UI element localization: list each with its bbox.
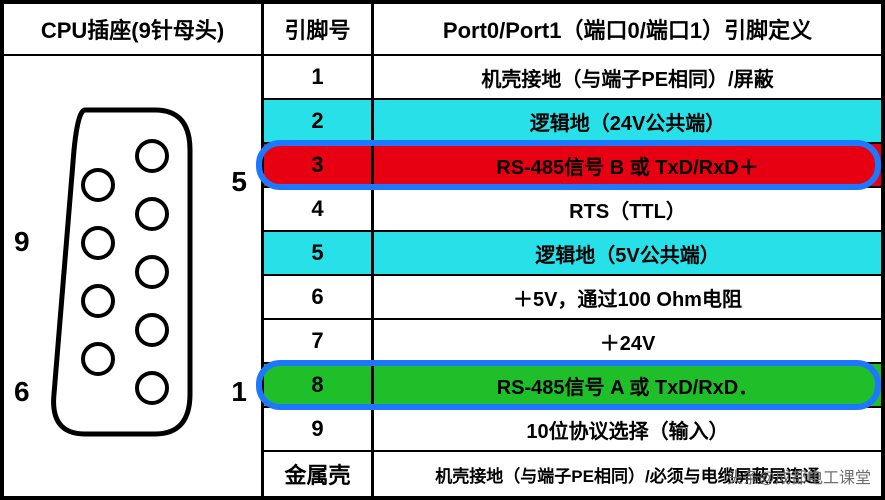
pin-cell: 7	[264, 320, 374, 364]
def-label: 10位协议选择（输入）	[526, 415, 728, 444]
header-def: Port0/Port1（端口0/端口1）引脚定义	[374, 4, 881, 56]
def-cell: ＋5V，通过100 Ohm电阻	[374, 276, 881, 320]
pin-label: 3	[311, 152, 323, 178]
grid: CPU插座(9针母头) 引脚号 Port0/Port1（端口0/端口1）引脚定义…	[4, 4, 881, 496]
def-cell: 逻辑地（5V公共端）	[374, 232, 881, 276]
pin-cell: 金属壳	[264, 452, 374, 496]
def-cell: 机壳接地（与端子PE相同）/屏蔽	[374, 56, 881, 100]
label-pin1: 1	[231, 376, 247, 408]
pin-label: 9	[311, 416, 323, 442]
def-cell: ＋24V	[374, 320, 881, 364]
pin-label: 2	[311, 108, 323, 134]
def-label: RTS（TTL）	[569, 195, 686, 224]
def-label: ＋24V	[600, 327, 656, 356]
pinout-table: CPU插座(9针母头) 引脚号 Port0/Port1（端口0/端口1）引脚定义…	[0, 0, 885, 500]
def-label: RS-485信号 A 或 TxD/RxD．	[497, 371, 759, 400]
def-cell: 10位协议选择（输入）	[374, 408, 881, 452]
pin-label: 8	[311, 372, 323, 398]
watermark: 头条@成都电工课堂	[727, 464, 871, 488]
pin-label: 金属壳	[284, 458, 350, 490]
pin-cell: 9	[264, 408, 374, 452]
pin-cell: 3	[264, 144, 374, 188]
header-socket: CPU插座(9针母头)	[4, 4, 264, 56]
def-label: 逻辑地（24V公共端）	[530, 107, 726, 136]
label-pin5: 5	[231, 166, 247, 198]
label-pin9: 9	[14, 226, 30, 258]
def-cell: RS-485信号 A 或 TxD/RxD．	[374, 364, 881, 408]
label-pin6: 6	[14, 376, 30, 408]
pin-label: 1	[311, 64, 323, 90]
db9-connector-icon	[40, 102, 200, 442]
pin-label: 5	[311, 240, 323, 266]
pin-cell: 5	[264, 232, 374, 276]
pin-cell: 8	[264, 364, 374, 408]
pin-cell: 6	[264, 276, 374, 320]
def-cell: 逻辑地（24V公共端）	[374, 100, 881, 144]
pin-cell: 2	[264, 100, 374, 144]
connector-diagram: 9 6 5 1	[4, 56, 264, 496]
pin-label: 6	[311, 284, 323, 310]
def-cell: RTS（TTL）	[374, 188, 881, 232]
def-label: 逻辑地（5V公共端）	[535, 239, 719, 268]
def-label: ＋5V，通过100 Ohm电阻	[513, 283, 742, 312]
header-pin: 引脚号	[264, 4, 374, 56]
def-label: 机壳接地（与端子PE相同）/屏蔽	[481, 63, 773, 92]
def-label: RS-485信号 B 或 TxD/RxD＋	[496, 151, 758, 180]
pin-label: 7	[311, 328, 323, 354]
pin-cell: 1	[264, 56, 374, 100]
pin-cell: 4	[264, 188, 374, 232]
pin-label: 4	[311, 196, 323, 222]
def-cell: RS-485信号 B 或 TxD/RxD＋	[374, 144, 881, 188]
